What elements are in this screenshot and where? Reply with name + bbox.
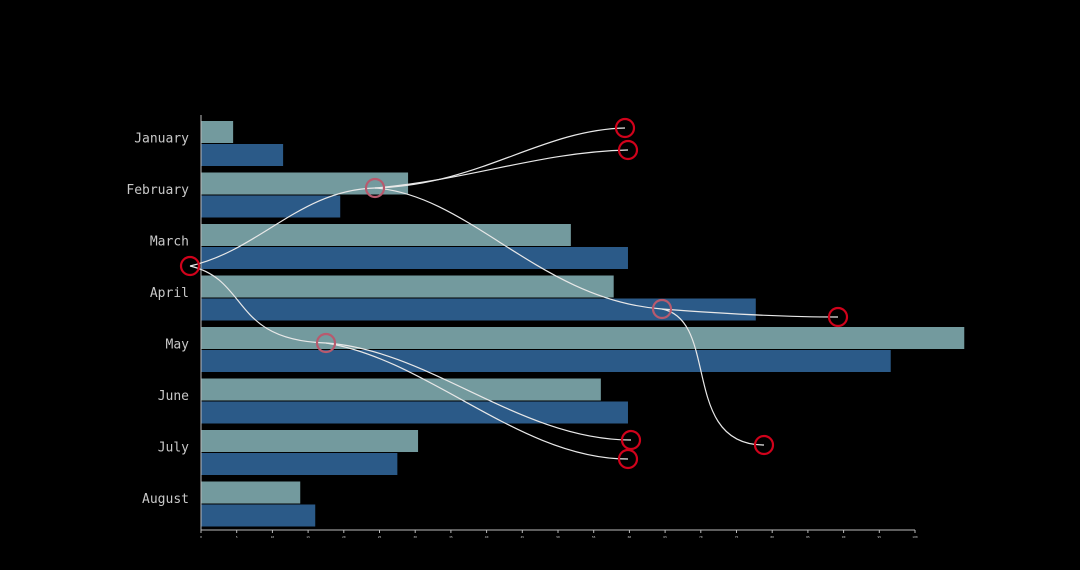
bar (201, 453, 398, 475)
bar (201, 430, 419, 452)
x-tick-label: 95 (877, 535, 881, 539)
y-tick-label: June (158, 389, 189, 404)
bar (201, 401, 628, 424)
bar (201, 298, 756, 321)
marker (617, 139, 639, 161)
x-tick-label: 60 (628, 535, 632, 539)
bar (201, 350, 891, 372)
x-tick-label: 45 (520, 535, 524, 539)
marker (179, 255, 201, 277)
bar (201, 327, 965, 349)
bar (201, 504, 316, 527)
x-tick-label: 70 (699, 535, 703, 539)
marker (651, 298, 673, 320)
x-tick-label: 90 (842, 535, 846, 539)
x-tick-label: 20 (342, 535, 346, 539)
connector (374, 187, 839, 318)
marker (315, 332, 337, 354)
connector (661, 308, 765, 446)
y-tick-label: July (158, 441, 189, 456)
marker (753, 434, 775, 456)
y-tick-label: August (142, 492, 189, 507)
connector (189, 265, 632, 441)
x-tick-label: 50 (556, 535, 560, 539)
y-tick-label: May (166, 338, 190, 353)
x-tick-label: 55 (592, 535, 596, 539)
x-tick-label: 80 (770, 535, 774, 539)
bars (201, 121, 965, 527)
x-tick-label: 65 (663, 535, 667, 539)
x-tick-label: 5 (236, 535, 238, 539)
marker (827, 306, 849, 328)
x-tick-label: 75 (735, 535, 739, 539)
bar (201, 224, 571, 246)
x-tick-label: 35 (449, 535, 453, 539)
x-tick-label: 0 (200, 535, 202, 539)
x-tick-label: 10 (271, 535, 275, 539)
connector-lines (189, 127, 839, 460)
marker (620, 429, 642, 451)
bar (201, 195, 341, 218)
y-tick-label: January (134, 132, 189, 147)
marker (364, 177, 386, 199)
bar (201, 247, 628, 269)
y-tick-label: March (150, 235, 189, 250)
x-tick-label: 15 (306, 535, 310, 539)
y-tick-label: February (126, 183, 189, 198)
x-tick-label: 100 (912, 535, 918, 539)
marker (614, 117, 636, 139)
x-tick-label: 30 (413, 535, 417, 539)
x-tick-label: 25 (378, 535, 382, 539)
bar (201, 275, 614, 298)
bar (201, 144, 284, 166)
markers (179, 117, 849, 470)
connector (325, 342, 629, 460)
bar (201, 378, 601, 401)
x-tick-label: 85 (806, 535, 810, 539)
bar (201, 481, 301, 504)
connector (374, 149, 629, 189)
bar (201, 172, 409, 195)
bar (201, 121, 234, 143)
marker (617, 448, 639, 470)
y-tick-label: April (150, 286, 189, 301)
x-tick-label: 40 (485, 535, 489, 539)
